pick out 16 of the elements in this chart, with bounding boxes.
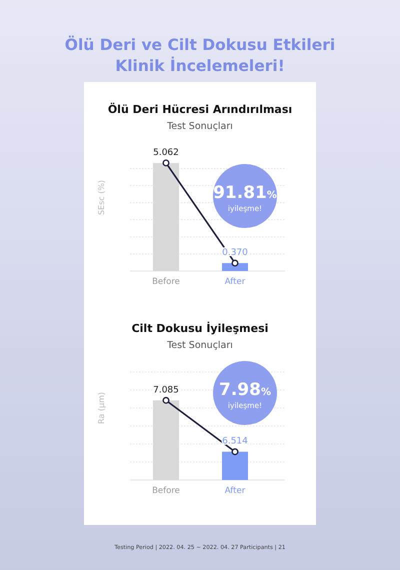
chart-title: Cilt Dokusu İyileşmesi	[132, 321, 268, 335]
chart-subtitle: Test Sonuçları	[166, 340, 233, 351]
chart-subtitle: Test Sonuçları	[166, 121, 233, 132]
x-tick-label: After	[224, 277, 246, 287]
annotation: 91.81%	[213, 183, 277, 203]
text: Ölü Deri ve Cilt Dokusu Etkileri Klinik İncelemeleri!	[64, 35, 336, 75]
chart-title: Ölü Deri Hücresi Arındırılması	[108, 102, 292, 116]
y-axis-title: SEsc (%)	[97, 180, 106, 216]
y-axis-title: Ra (μm)	[97, 392, 106, 424]
x-tick-label: Before	[152, 277, 180, 287]
annotation: 7.98%	[219, 380, 271, 400]
x-tick-label: After	[224, 486, 246, 496]
x-tick-label: Before	[152, 486, 180, 496]
data-label: 5.062	[153, 148, 179, 158]
data-label: 7.085	[153, 385, 179, 396]
data-label: 6.514	[222, 436, 248, 447]
